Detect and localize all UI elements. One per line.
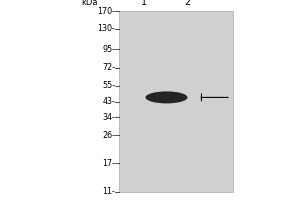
Text: 34-: 34-: [103, 113, 116, 122]
Text: 43-: 43-: [103, 97, 116, 106]
Text: 1: 1: [141, 0, 147, 7]
Ellipse shape: [146, 91, 188, 103]
Text: 55-: 55-: [102, 81, 116, 90]
Text: 2: 2: [184, 0, 190, 7]
Text: 26-: 26-: [103, 131, 116, 140]
Text: 11-: 11-: [103, 188, 116, 196]
Text: 130-: 130-: [98, 24, 116, 33]
Text: 95-: 95-: [102, 45, 116, 54]
Text: 72-: 72-: [102, 63, 116, 72]
Text: 170-: 170-: [98, 6, 116, 16]
Text: 17-: 17-: [103, 159, 116, 168]
Bar: [118, 11, 232, 192]
Text: kDa: kDa: [82, 0, 98, 7]
